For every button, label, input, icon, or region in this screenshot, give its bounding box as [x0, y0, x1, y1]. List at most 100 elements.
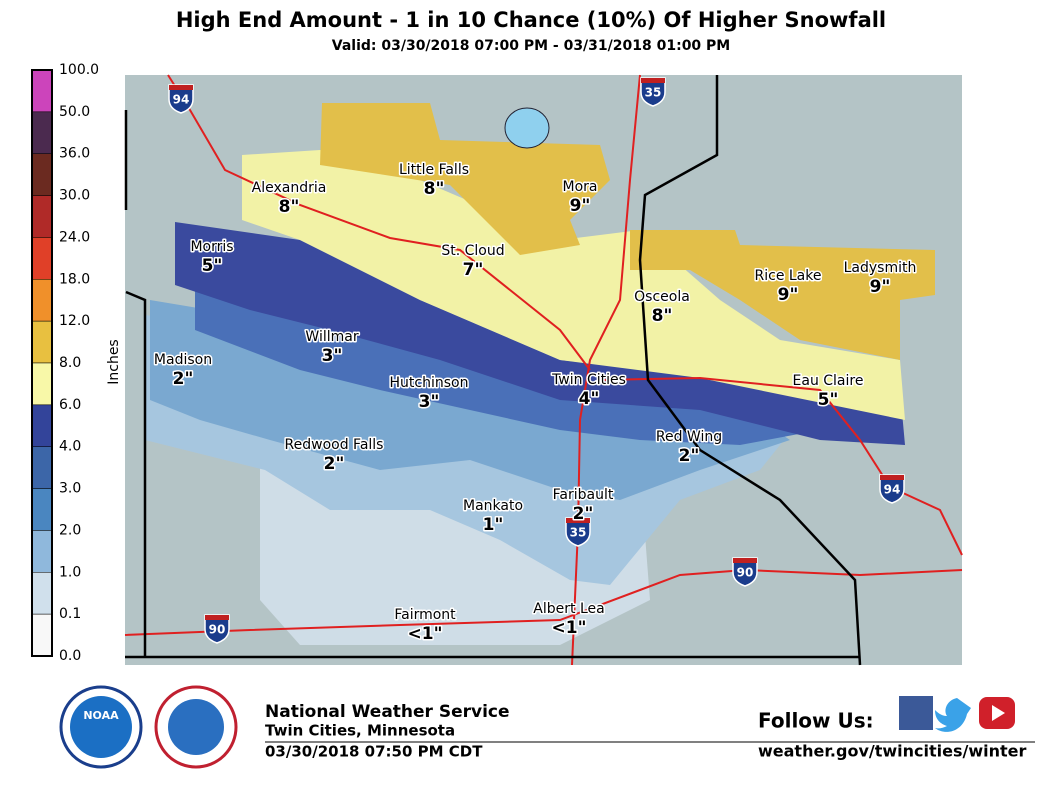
footer: NOAA National Weather Service Twin Citie… — [59, 685, 1035, 769]
city-name: Mora — [563, 179, 598, 195]
legend-swatch — [31, 111, 53, 154]
city-name: Eau Claire — [793, 373, 864, 389]
youtube-play — [992, 705, 1005, 721]
legend-tick: 18.0 — [59, 271, 90, 287]
snow-amount: 7" — [463, 260, 484, 280]
state-borders — [124, 75, 862, 666]
legend-swatch — [31, 153, 53, 196]
legend-swatch — [31, 279, 53, 322]
snow-amount: 5" — [202, 256, 223, 276]
city-name: Ladysmith — [844, 260, 917, 276]
snow-amount: 9" — [778, 285, 799, 305]
shield-number: 90 — [737, 566, 754, 580]
city-name: Red Wing — [656, 429, 722, 445]
city-name: Redwood Falls — [285, 437, 384, 453]
issued: 03/30/2018 07:50 PM CDT — [265, 743, 483, 761]
legend-swatch — [31, 530, 53, 573]
city-name: Twin Cities — [551, 372, 626, 388]
city-name: Hutchinson — [390, 375, 469, 391]
snow-amount: <1" — [408, 624, 443, 644]
legend-tick: 12.0 — [59, 313, 90, 329]
legend-tick: 6.0 — [59, 397, 81, 413]
shield-top — [205, 615, 229, 620]
snow-amount: 3" — [322, 346, 343, 366]
snow-amount: 3" — [419, 392, 440, 412]
logo-text: NOAA — [83, 709, 119, 722]
road — [167, 74, 591, 371]
city-name: Little Falls — [399, 162, 469, 178]
snow-amount: 1" — [483, 515, 504, 535]
shield — [168, 84, 194, 114]
legend-swatch — [31, 362, 53, 406]
snow-amount: 5" — [818, 390, 839, 410]
zone-8-12 — [630, 230, 935, 360]
legend-tick: 8.0 — [59, 355, 81, 371]
nws-logo-inner — [168, 699, 224, 755]
city-name: Faribault — [553, 487, 614, 503]
legend-swatch — [31, 572, 53, 615]
zone-4-6 — [175, 222, 905, 445]
border — [125, 290, 147, 657]
legend-tick: 1.0 — [59, 564, 81, 580]
snow-amount: <1" — [552, 618, 587, 638]
legend-swatch — [31, 195, 53, 238]
noaa-logo-inner — [70, 696, 132, 758]
snow-amount: 4" — [579, 389, 600, 409]
url[interactable]: weather.gov/twincities/winter — [758, 742, 1027, 761]
snow-amount: 9" — [870, 277, 891, 297]
city-name: St. Cloud — [441, 243, 504, 259]
legend-tick: 50.0 — [59, 104, 90, 120]
shield-top — [566, 518, 590, 523]
lake — [504, 107, 550, 149]
shield — [879, 474, 905, 504]
shield — [732, 557, 758, 587]
shield-number: 94 — [884, 483, 901, 497]
legend-swatch — [31, 320, 53, 364]
shield-top — [733, 558, 757, 563]
shield-number: 35 — [570, 526, 587, 540]
legend-tick: 100.0 — [59, 62, 99, 78]
legend-tick: 3.0 — [59, 481, 81, 497]
title: High End Amount - 1 in 10 Chance (10%) O… — [176, 8, 886, 32]
city-name: Alexandria — [252, 180, 327, 196]
twitter-icon[interactable] — [935, 698, 971, 732]
location: Twin Cities, Minnesota — [265, 722, 455, 740]
snow-amount: 8" — [424, 179, 445, 199]
snow-amount: 9" — [570, 196, 591, 216]
shield — [204, 614, 230, 644]
follow-label: Follow Us: — [758, 709, 874, 733]
snow-amount: 2" — [573, 504, 594, 524]
shield — [640, 77, 666, 107]
shield-number: 35 — [645, 86, 662, 100]
shield-top — [641, 78, 665, 83]
road — [124, 568, 963, 636]
snow-amount: 2" — [679, 446, 700, 466]
legend-swatch — [31, 237, 53, 280]
city-name: Osceola — [634, 289, 690, 305]
legend-tick: 0.1 — [59, 606, 81, 622]
city-name: Willmar — [305, 329, 358, 345]
legend-swatch — [31, 488, 53, 531]
office: National Weather Service — [265, 702, 510, 722]
legend-tick: 30.0 — [59, 188, 90, 204]
legend-swatch — [31, 613, 53, 657]
border — [638, 75, 862, 666]
legend-swatch — [31, 69, 53, 113]
legend-frame — [31, 69, 53, 657]
city-name: Fairmont — [394, 607, 456, 623]
subtitle: Valid: 03/30/2018 07:00 PM - 03/31/2018 … — [332, 38, 731, 54]
shield-number: 94 — [173, 93, 190, 107]
road — [599, 376, 963, 556]
city-name: Madison — [154, 352, 212, 368]
shield-top — [169, 85, 193, 90]
zone-6-8 — [242, 150, 905, 420]
shield — [565, 517, 591, 547]
snow-amount: 8" — [279, 197, 300, 217]
legend-tick: 2.0 — [59, 522, 81, 538]
legend-swatch — [31, 404, 53, 447]
snow-amount: 8" — [652, 306, 673, 326]
facebook-icon[interactable] — [899, 696, 933, 730]
